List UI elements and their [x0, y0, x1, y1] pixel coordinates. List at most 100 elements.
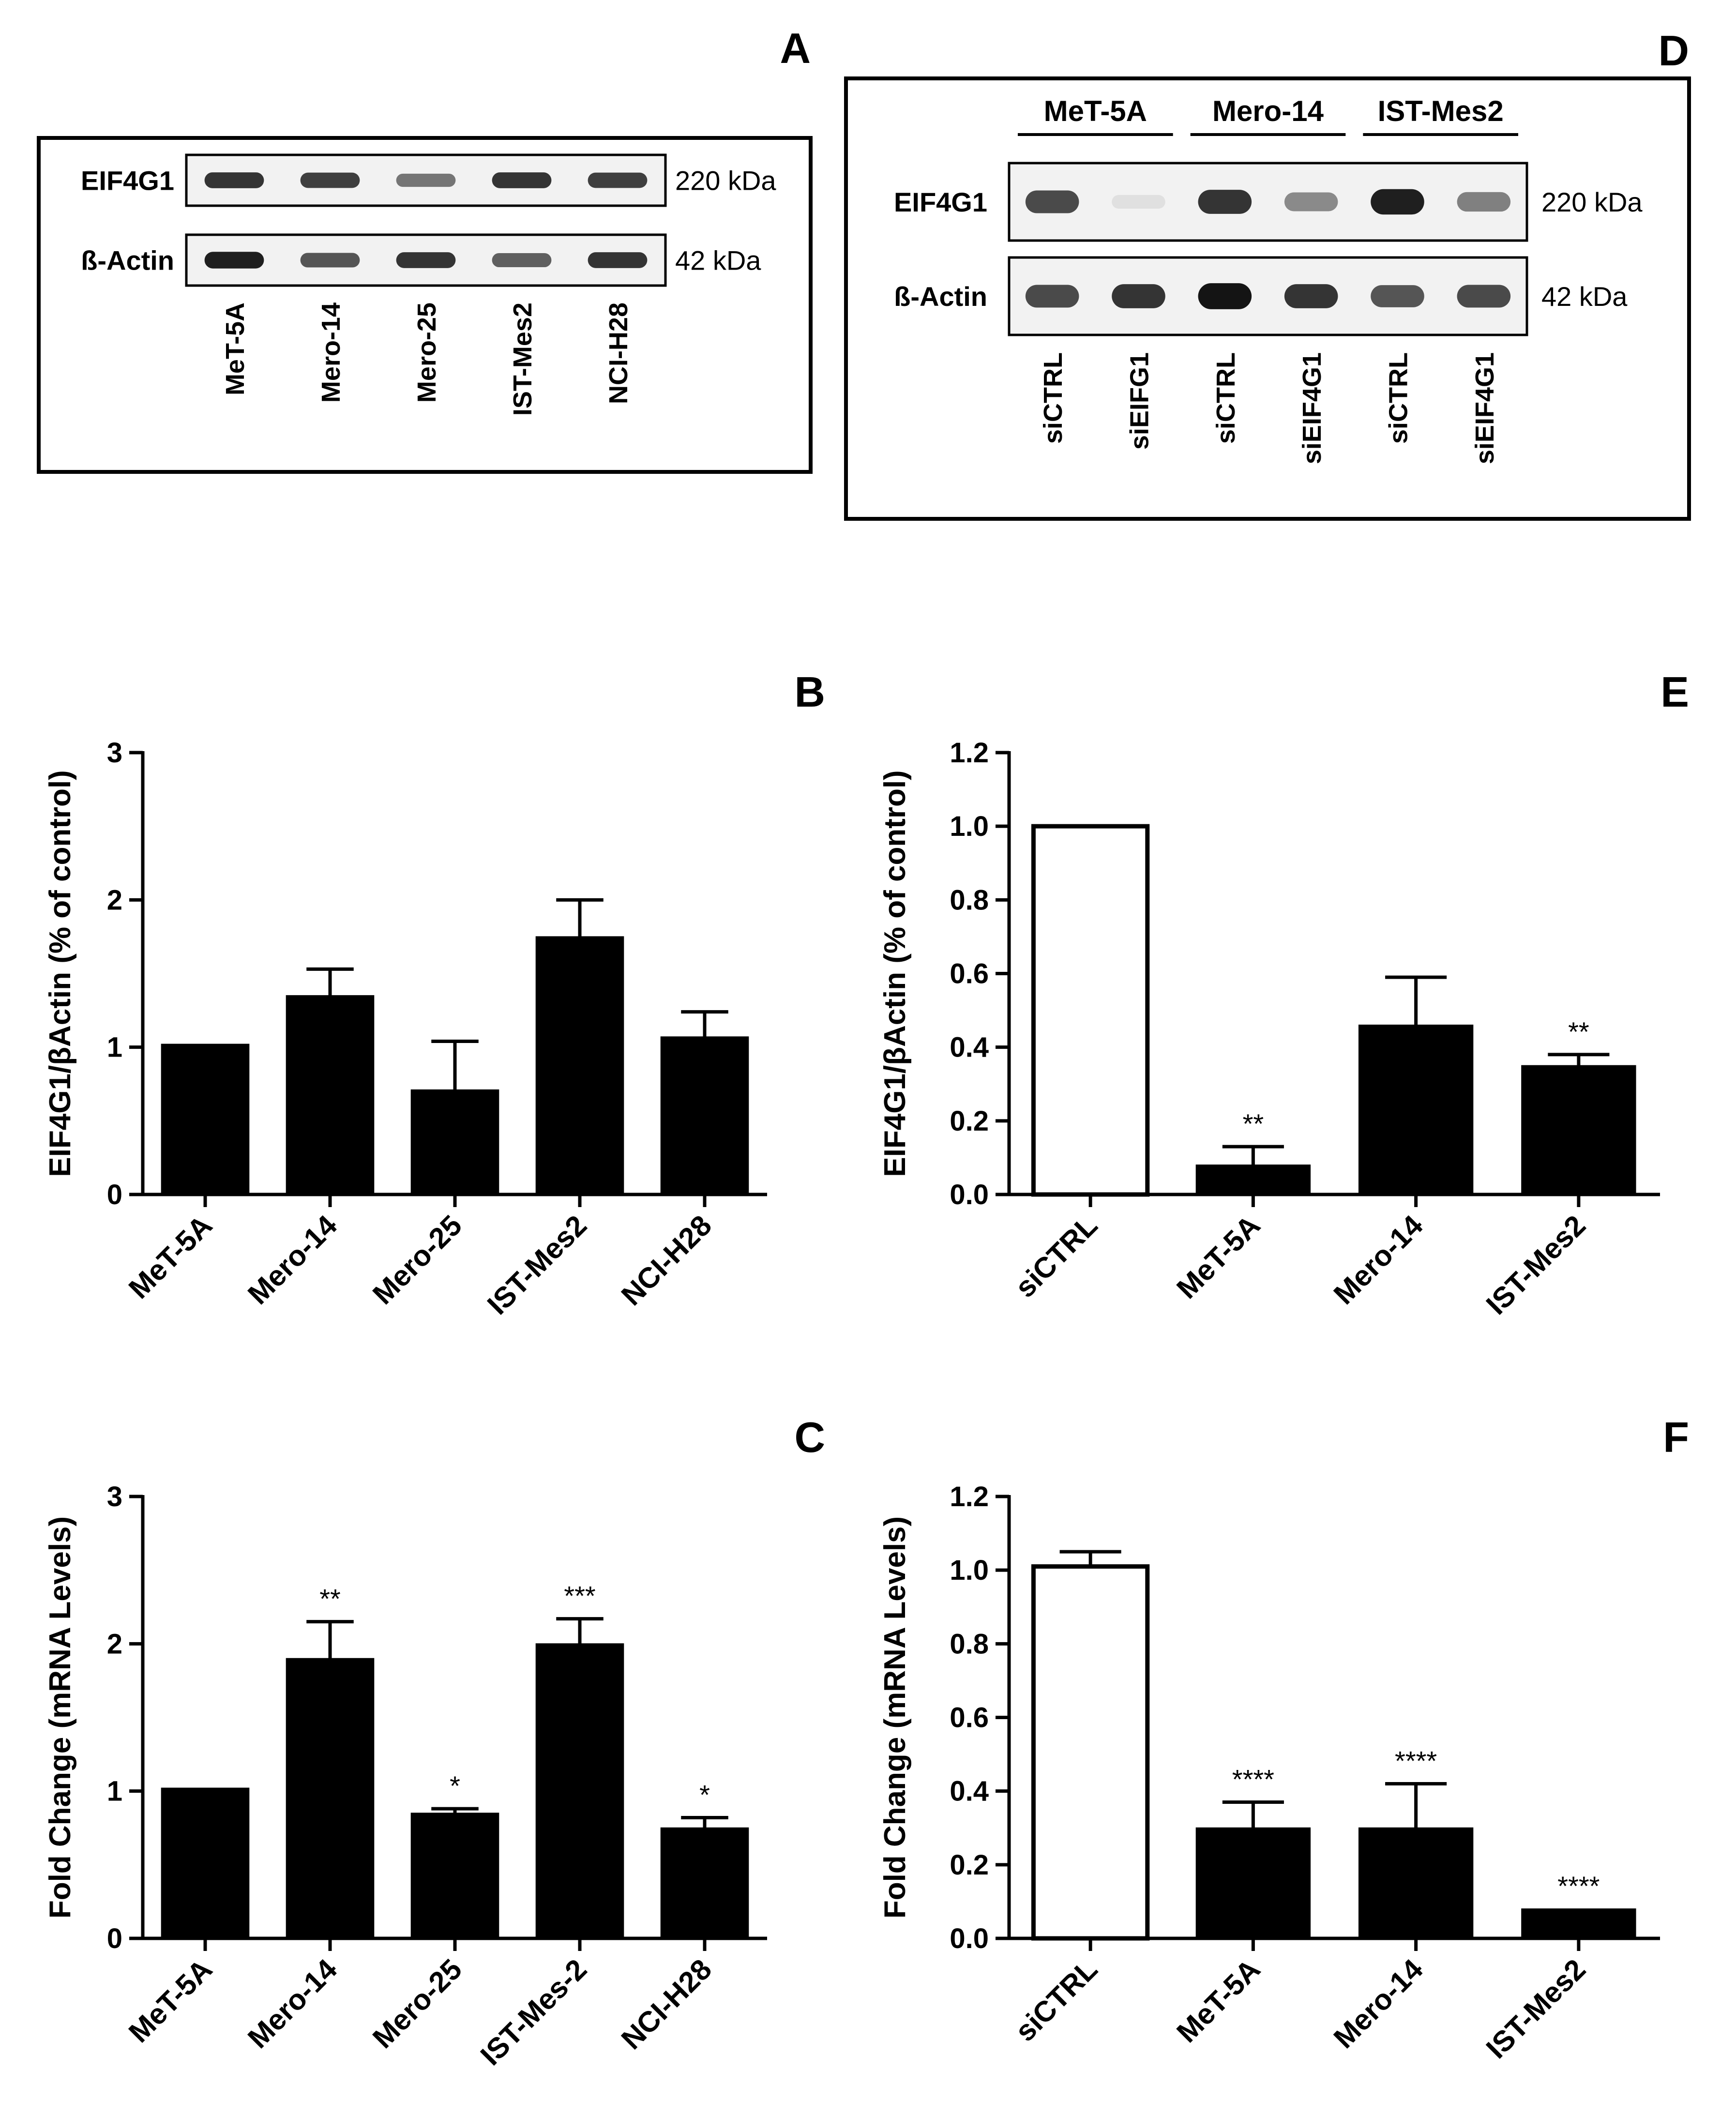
blot-lane-label: siEIFG1 [1125, 352, 1154, 450]
y-tick-label: 0.6 [950, 958, 989, 990]
blot-kda-label: 220 kDa [675, 166, 776, 196]
bar [1031, 824, 1150, 1197]
y-tick-label: 0.2 [950, 1105, 989, 1137]
blot-lane-label: IST-Mes2 [508, 302, 537, 416]
blot-band [588, 172, 648, 188]
y-tick-label: 0.0 [950, 1923, 989, 1954]
y-tick-label: 0 [107, 1923, 122, 1954]
blot-band [300, 172, 360, 188]
y-tick-label: 1.2 [950, 1481, 989, 1512]
blot-kda-label: 42 kDa [675, 245, 761, 276]
y-tick-label: 1.2 [950, 737, 989, 769]
significance-label: ** [319, 1584, 341, 1614]
bar [1031, 1564, 1150, 1941]
blot-row-label: ß-Actin [894, 281, 987, 312]
blot-group-label: Mero-14 [1212, 95, 1324, 127]
blot-band [1198, 283, 1252, 309]
significance-label: **** [1557, 1871, 1600, 1901]
y-tick-label: 0.6 [950, 1702, 989, 1734]
y-tick-label: 0.0 [950, 1179, 989, 1210]
blot-kda-label: 220 kDa [1541, 187, 1643, 217]
blot-band [1371, 285, 1424, 307]
panel-letter: E [1661, 668, 1689, 716]
blot-band [492, 172, 552, 188]
y-axis-label: Fold Change (mRNA Levels) [44, 1516, 77, 1919]
blot-band [1457, 285, 1511, 308]
panel-letter: C [794, 1413, 825, 1461]
blot-lane-label: siCTRL [1211, 352, 1240, 444]
significance-label: **** [1395, 1745, 1437, 1776]
y-tick-label: 3 [107, 737, 122, 769]
blot-kda-label: 42 kDa [1541, 281, 1628, 312]
y-axis-label: EIF4G1/βActin (% of control) [44, 770, 77, 1177]
blot-row-label: ß-Actin [81, 245, 174, 276]
bar [535, 936, 624, 1195]
blot-band [1025, 190, 1079, 213]
blot-group-label: MeT-5A [1044, 95, 1147, 127]
blot-band [1112, 284, 1165, 308]
blot-lane-label: NCI-H28 [604, 302, 633, 404]
panel-letter: A [780, 24, 811, 72]
blot-panel-d: D EIF4G1 220 kDa ß-Actin 42 kDa siCTRL siEIFG1… [844, 27, 1691, 521]
bar [1521, 1908, 1636, 1939]
blot-lane-label: siEIF4G1 [1298, 352, 1327, 464]
bar [161, 1043, 250, 1195]
blot-band [1025, 285, 1079, 308]
y-axis-label: Fold Change (mRNA Levels) [878, 1516, 912, 1919]
bar [286, 1658, 375, 1939]
blot-group-label: IST-Mes2 [1378, 95, 1504, 127]
significance-label: ** [1243, 1108, 1264, 1139]
panel-letter: B [794, 668, 825, 716]
bar [410, 1089, 499, 1195]
bar [286, 995, 375, 1195]
blot-lane-label: Mero-25 [412, 302, 441, 403]
bar [1195, 1164, 1311, 1195]
blot-band [1198, 190, 1252, 214]
blot-row-label: EIF4G1 [81, 166, 174, 196]
y-tick-label: 0.4 [950, 1032, 989, 1063]
blot-lane-label: siCTRL [1039, 352, 1068, 444]
y-tick-label: 0.2 [950, 1849, 989, 1881]
y-tick-label: 1.0 [950, 811, 989, 842]
blot-frame [844, 76, 1691, 521]
bar [161, 1787, 250, 1939]
blot-band [1284, 192, 1338, 212]
blot-band [1112, 195, 1165, 209]
bar [1358, 1827, 1474, 1939]
significance-label: * [450, 1770, 460, 1801]
blot-lane-label: siEIF4G1 [1470, 352, 1499, 464]
blot-strip [1008, 256, 1528, 336]
significance-label: * [699, 1779, 710, 1810]
y-tick-label: 3 [107, 1481, 122, 1512]
blot-frame [37, 136, 813, 474]
blot-band [204, 252, 264, 269]
blot-strip [1008, 162, 1528, 242]
y-tick-label: 2 [107, 1628, 122, 1660]
y-tick-label: 0.8 [950, 1628, 989, 1660]
y-tick-label: 0.8 [950, 884, 989, 916]
y-tick-label: 1 [107, 1032, 122, 1063]
blot-band [588, 252, 648, 268]
bar [1358, 1025, 1474, 1195]
blot-band [396, 173, 456, 187]
bar [660, 1036, 749, 1195]
blot-lane-label: Mero-14 [317, 302, 346, 403]
chart-panel-e: E 0.0 0.2 0.4 0.6 0.8 1.0 1.2 EIF4G1/βActin (% o… [878, 668, 1689, 1321]
blot-lane-label: MeT-5A [221, 302, 250, 395]
panel-letter: D [1658, 27, 1689, 75]
blot-band [396, 252, 456, 268]
bar [535, 1643, 624, 1939]
bar [1521, 1065, 1636, 1195]
blot-band [492, 253, 552, 268]
blot-panel-a: A EIF4G1 220 kDa ß-Actin 42 kDa MeT-5A Mero-14… [37, 24, 813, 474]
blot-band [204, 172, 264, 188]
bar [1195, 1827, 1311, 1939]
blot-band [1457, 192, 1511, 212]
western-blots: A EIF4G1 220 kDa ß-Actin 42 kDa MeT-5A Mero-14… [37, 24, 1691, 521]
y-tick-label: 1 [107, 1776, 122, 1807]
significance-label: **** [1232, 1764, 1274, 1794]
bar [410, 1813, 499, 1939]
panel-letter: F [1663, 1413, 1689, 1461]
